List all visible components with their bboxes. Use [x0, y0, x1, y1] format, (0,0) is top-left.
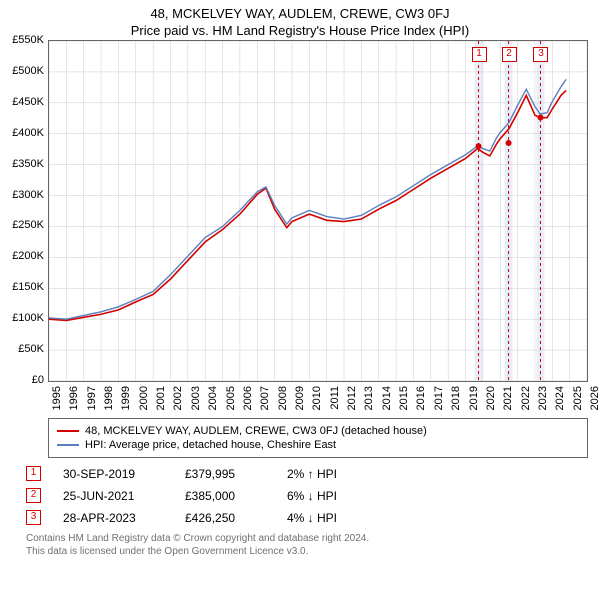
- x-axis-label: 1998: [103, 386, 115, 410]
- chart-marker: 2: [502, 47, 517, 62]
- legend-swatch-1: [57, 430, 79, 432]
- x-axis-label: 2004: [207, 386, 219, 410]
- transaction-delta: 6% ↓ HPI: [287, 489, 337, 503]
- x-axis-label: 2017: [433, 386, 445, 410]
- chart-area: £0£50K£100K£150K£200K£250K£300K£350K£400…: [48, 40, 588, 410]
- x-axis-label: 2016: [415, 386, 427, 410]
- transaction-marker: 1: [26, 466, 41, 481]
- y-axis-label: £300K: [12, 189, 44, 201]
- y-axis-label: £550K: [12, 34, 44, 46]
- y-axis-label: £250K: [12, 219, 44, 231]
- x-axis-label: 1996: [68, 386, 80, 410]
- transaction-price: £426,250: [185, 511, 265, 525]
- x-axis-label: 2001: [155, 386, 167, 410]
- transaction-date: 28-APR-2023: [63, 511, 163, 525]
- transaction-delta: 4% ↓ HPI: [287, 511, 337, 525]
- transaction-date: 30-SEP-2019: [63, 467, 163, 481]
- x-axis-label: 2012: [346, 386, 358, 410]
- x-axis-label: 2025: [572, 386, 584, 410]
- legend-label-1: 48, MCKELVEY WAY, AUDLEM, CREWE, CW3 0FJ…: [85, 425, 427, 437]
- x-axis-label: 2018: [450, 386, 462, 410]
- transaction-delta: 2% ↑ HPI: [287, 467, 337, 481]
- transaction-marker: 2: [26, 488, 41, 503]
- x-axis-label: 2007: [259, 386, 271, 410]
- plot-area: 12 3: [48, 40, 588, 382]
- y-axis-label: £100K: [12, 312, 44, 324]
- x-axis-label: 1997: [86, 386, 98, 410]
- chart-marker: 3: [533, 47, 548, 62]
- legend-label-2: HPI: Average price, detached house, Ches…: [85, 439, 336, 451]
- transaction-row: 3 28-APR-2023 £426,250 4% ↓ HPI: [26, 510, 588, 525]
- legend: 48, MCKELVEY WAY, AUDLEM, CREWE, CW3 0FJ…: [48, 418, 588, 458]
- x-axis-label: 1995: [51, 386, 63, 410]
- y-axis-label: £200K: [12, 250, 44, 262]
- y-axis-label: £400K: [12, 127, 44, 139]
- transaction-marker: 3: [26, 510, 41, 525]
- y-axis-label: £50K: [18, 343, 44, 355]
- x-axis-label: 2013: [363, 386, 375, 410]
- footer-line-2: This data is licensed under the Open Gov…: [26, 545, 588, 558]
- x-axis-label: 2020: [485, 386, 497, 410]
- y-axis-label: £450K: [12, 96, 44, 108]
- x-axis-label: 2000: [138, 386, 150, 410]
- x-axis-label: 2015: [398, 386, 410, 410]
- x-axis-label: 2006: [242, 386, 254, 410]
- transaction-price: £379,995: [185, 467, 265, 481]
- x-axis-label: 2009: [294, 386, 306, 410]
- transaction-row: 1 30-SEP-2019 £379,995 2% ↑ HPI: [26, 466, 588, 481]
- title-main: 48, MCKELVEY WAY, AUDLEM, CREWE, CW3 0FJ: [0, 6, 600, 21]
- x-axis-label: 2011: [329, 386, 341, 410]
- y-axis-label: £500K: [12, 65, 44, 77]
- y-axis-label: £150K: [12, 281, 44, 293]
- x-axis-label: 2010: [311, 386, 323, 410]
- x-axis-label: 2014: [381, 386, 393, 410]
- x-axis-label: 2003: [190, 386, 202, 410]
- x-axis-label: 1999: [120, 386, 132, 410]
- x-axis-label: 2019: [468, 386, 480, 410]
- legend-swatch-2: [57, 444, 79, 446]
- transaction-price: £385,000: [185, 489, 265, 503]
- x-axis-label: 2005: [225, 386, 237, 410]
- title-sub: Price paid vs. HM Land Registry's House …: [0, 23, 600, 38]
- x-axis-label: 2023: [537, 386, 549, 410]
- x-axis-label: 2021: [502, 386, 514, 410]
- x-axis-label: 2008: [277, 386, 289, 410]
- y-axis-label: £350K: [12, 158, 44, 170]
- x-axis-label: 2024: [554, 386, 566, 410]
- x-axis-label: 2002: [172, 386, 184, 410]
- x-axis-label: 2026: [589, 386, 600, 410]
- x-axis-label: 2022: [520, 386, 532, 410]
- footer: Contains HM Land Registry data © Crown c…: [26, 532, 588, 558]
- footer-line-1: Contains HM Land Registry data © Crown c…: [26, 532, 588, 545]
- transaction-row: 2 25-JUN-2021 £385,000 6% ↓ HPI: [26, 488, 588, 503]
- chart-marker: 1: [472, 47, 487, 62]
- transaction-date: 25-JUN-2021: [63, 489, 163, 503]
- y-axis-label: £0: [32, 374, 44, 386]
- transactions-table: 1 30-SEP-2019 £379,995 2% ↑ HPI 2 25-JUN-2021…: [26, 466, 588, 525]
